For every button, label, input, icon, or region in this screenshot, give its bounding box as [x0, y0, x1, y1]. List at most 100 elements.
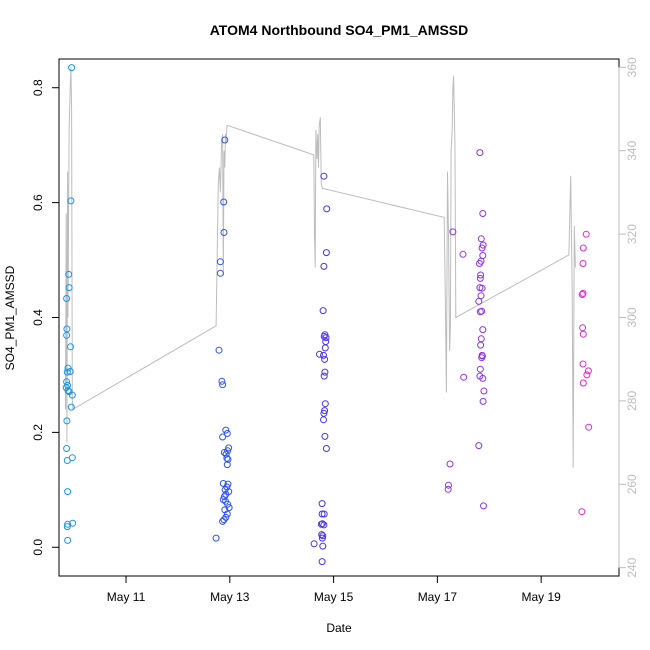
data-point [310, 540, 318, 548]
data-point [445, 481, 452, 489]
data-point [579, 324, 587, 332]
data-point [67, 343, 74, 351]
data-point [579, 360, 587, 368]
data-point [69, 519, 77, 527]
data-point [320, 372, 328, 380]
data-point [449, 228, 457, 236]
data-point [67, 403, 75, 411]
data-point [479, 210, 487, 217]
data-point [476, 365, 484, 373]
data-point [316, 350, 323, 358]
cb-line-layer [65, 67, 576, 468]
y2-tick-label: 320 [625, 224, 639, 244]
cb-line [65, 67, 576, 468]
y-tick-label: 0.6 [31, 194, 45, 211]
data-point [212, 534, 220, 542]
data-point [585, 423, 593, 431]
data-point [68, 391, 76, 399]
x-tick-label: May 19 [521, 590, 561, 604]
data-point [321, 407, 329, 415]
data-point [582, 230, 590, 238]
data-point [320, 172, 328, 180]
x-tick-label: May 13 [210, 590, 250, 604]
data-point [66, 368, 74, 375]
data-point [223, 430, 231, 437]
data-point [219, 517, 227, 525]
y-axis-label: SO4_PM1_AMSSD [3, 265, 17, 370]
data-point [68, 64, 76, 72]
data-point [321, 344, 329, 352]
data-point [223, 461, 231, 469]
data-point [220, 516, 228, 524]
data-point [475, 442, 483, 450]
data-point [322, 445, 330, 452]
data-point [322, 249, 330, 257]
data-point [224, 500, 232, 508]
data-point [63, 331, 71, 339]
data-point [319, 307, 327, 315]
data-point [479, 326, 487, 334]
data-point [219, 480, 227, 487]
data-point [477, 235, 485, 243]
data-point [220, 229, 228, 236]
data-point [64, 488, 72, 496]
data-point [219, 496, 227, 504]
data-point [223, 510, 231, 518]
data-point [320, 333, 328, 340]
data-point [479, 252, 487, 259]
y-tick-label: 0.0 [31, 539, 45, 556]
y2-tick-label: 260 [625, 474, 639, 494]
data-point [477, 292, 485, 300]
y2-tick-label: 340 [625, 140, 639, 160]
data-point [318, 558, 326, 566]
data-point [476, 274, 484, 282]
data-point [583, 371, 591, 379]
data-point [446, 460, 454, 468]
data-point [65, 284, 73, 292]
data-point [477, 335, 485, 343]
data-point [320, 262, 328, 270]
data-point [321, 355, 329, 363]
data-point [578, 291, 586, 298]
data-point [479, 397, 487, 405]
y-tick-label: 0.2 [31, 424, 45, 441]
data-point [318, 510, 326, 518]
data-point [318, 531, 326, 539]
data-point [476, 372, 484, 380]
data-point [63, 368, 71, 376]
data-point [216, 269, 224, 277]
data-point [578, 508, 586, 516]
data-point [459, 250, 467, 258]
data-point [323, 205, 331, 213]
data-point [479, 241, 487, 249]
data-point [216, 258, 224, 266]
data-point [320, 416, 327, 424]
chart-title: ATOM4 Northbound SO4_PM1_AMSSD [210, 22, 469, 38]
y-tick-label: 0.4 [31, 309, 45, 326]
plot-frame [58, 58, 620, 577]
x-tick-label: May 15 [314, 590, 354, 604]
axes-layer: May 11 May 13 May 15 May 17 May 19 0.0 0.2 0.4 0… [31, 57, 639, 604]
data-point [478, 284, 486, 292]
data-point [63, 417, 71, 425]
data-point [220, 198, 228, 206]
data-point [64, 536, 72, 544]
y2-tick-label: 300 [625, 307, 639, 327]
data-point [219, 381, 227, 389]
data-point [219, 433, 227, 441]
data-point [320, 521, 328, 529]
data-point [63, 523, 71, 531]
data-point [321, 368, 329, 376]
data-point [318, 534, 326, 542]
data-point [321, 432, 329, 440]
data-point [475, 297, 483, 305]
data-point [320, 510, 328, 518]
data-point [444, 485, 452, 493]
data-point [64, 387, 72, 394]
data-point [220, 449, 228, 456]
data-point [584, 367, 592, 375]
data-point [478, 354, 486, 362]
data-point [65, 270, 73, 278]
data-point [579, 330, 587, 338]
